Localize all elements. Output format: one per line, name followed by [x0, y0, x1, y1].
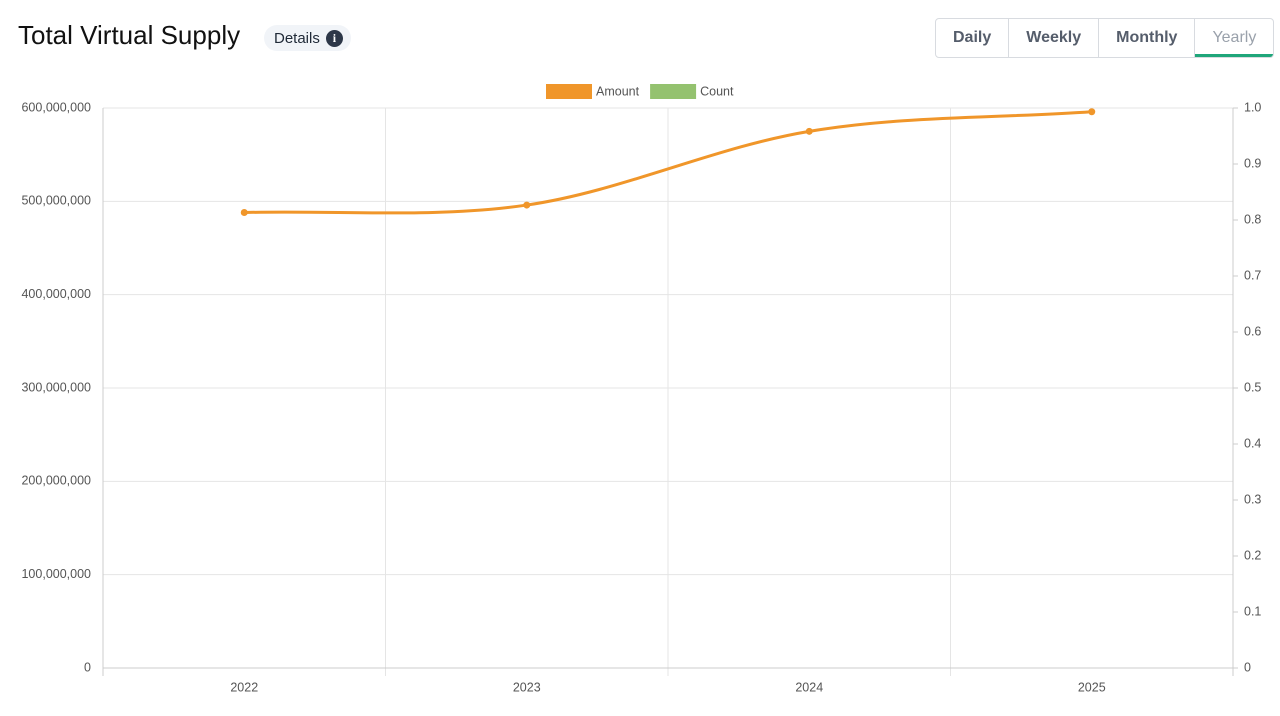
y2-tick-label: 1.0 [1244, 100, 1261, 114]
y2-tick-label: 0.2 [1244, 548, 1261, 562]
legend-label: Amount [596, 84, 640, 98]
x-tick-label: 2022 [230, 680, 258, 694]
legend-label: Count [700, 84, 734, 98]
period-button[interactable]: Weekly [1009, 19, 1100, 57]
chart-title: Total Virtual Supply [18, 20, 241, 50]
y-tick-label: 400,000,000 [21, 287, 91, 301]
y2-tick-label: 0.7 [1244, 268, 1261, 282]
x-tick-label: 2025 [1078, 680, 1106, 694]
data-point [805, 127, 813, 135]
period-button[interactable]: Yearly [1195, 19, 1273, 57]
period-button[interactable]: Monthly [1099, 19, 1196, 57]
data-point [240, 209, 248, 217]
x-tick-label: 2024 [795, 680, 823, 694]
y-tick-label: 100,000,000 [21, 567, 91, 581]
details-label: Details [274, 29, 320, 47]
y2-tick-label: 0.5 [1244, 380, 1261, 394]
period-button[interactable]: Daily [936, 19, 1010, 57]
y-tick-label: 200,000,000 [21, 474, 91, 488]
y2-tick-label: 0.6 [1244, 324, 1261, 338]
y2-tick-label: 0.9 [1244, 156, 1261, 170]
legend-swatch [650, 84, 697, 99]
legend-swatch [546, 84, 592, 99]
y2-tick-label: 0.3 [1244, 492, 1261, 506]
data-point [523, 201, 531, 209]
y-tick-label: 500,000,000 [21, 194, 91, 208]
info-icon: i [325, 29, 343, 47]
period-selector: Daily Weekly Monthly Yearly [935, 18, 1275, 58]
series-line [244, 110, 1092, 215]
data-point [1088, 108, 1096, 116]
x-tick-label: 2023 [513, 680, 541, 694]
y2-tick-label: 0.8 [1244, 212, 1261, 226]
y-tick-label: 600,000,000 [21, 100, 91, 114]
y-tick-label: 0 [84, 660, 91, 674]
y2-tick-label: 0.1 [1244, 604, 1261, 618]
y2-tick-label: 0 [1244, 660, 1251, 674]
details-badge[interactable]: Details i [264, 25, 351, 51]
y2-tick-label: 0.4 [1244, 436, 1261, 450]
y-tick-label: 300,000,000 [21, 380, 91, 394]
